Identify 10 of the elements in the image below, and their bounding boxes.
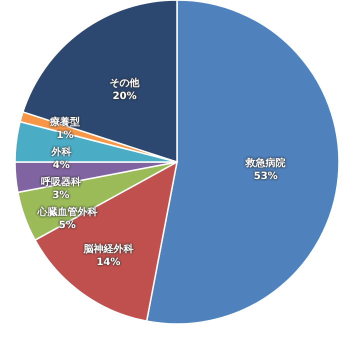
data-label: 53% [252, 170, 279, 184]
slice-label: 救急病院 [246, 157, 286, 170]
data-label: 14% [95, 256, 122, 270]
data-label: 4% [51, 159, 72, 172]
slice-label: 外科 [51, 146, 72, 160]
data-label: 1% [56, 129, 76, 142]
data-label: 20% [112, 90, 138, 103]
slice-label: 脳神経外科 [83, 243, 134, 256]
data-label: 3% [51, 189, 70, 202]
slice-label: その他 [110, 76, 140, 90]
